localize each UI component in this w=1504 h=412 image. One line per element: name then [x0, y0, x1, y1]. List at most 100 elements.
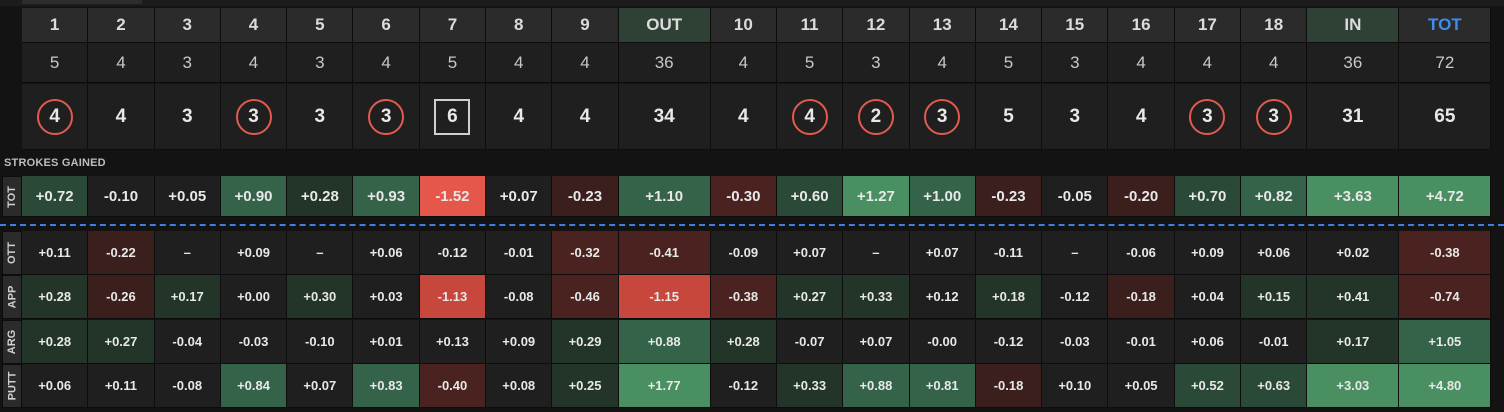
sg-value-cell: +0.10 — [1042, 364, 1109, 408]
sg-value-cell: -1.15 — [618, 275, 711, 319]
score-cell: 34 — [618, 84, 711, 150]
birdie-circle: 3 — [368, 98, 405, 135]
sg-value-cell: +0.88 — [843, 364, 910, 408]
sg-value-cell: -0.46 — [552, 275, 619, 319]
score-cell: 4 — [552, 84, 619, 150]
par-cell: 3 — [154, 43, 221, 83]
score-cell: 31 — [1307, 84, 1400, 150]
par-cell: 4 — [486, 43, 553, 83]
score-value: 4 — [115, 105, 127, 127]
par-cell: 3 — [1042, 43, 1109, 83]
strokes-gained-label: STROKES GAINED — [4, 157, 106, 169]
sg-row-label-arg: ARG — [2, 320, 22, 364]
score-cell: 3 — [154, 84, 221, 150]
sg-value-cell: +0.33 — [776, 364, 844, 408]
sg-value-cell: +0.02 — [1307, 231, 1400, 275]
sg-value-cell: +0.09 — [220, 231, 288, 275]
sg-row-label-text: APP — [6, 285, 18, 309]
hole-header-cell: 1 — [22, 8, 89, 43]
score-cell: 2 — [843, 84, 910, 150]
par-cell: 4 — [220, 43, 288, 83]
sg-row-label-tot: TOT — [2, 176, 22, 217]
sg-value-cell: -0.22 — [88, 231, 155, 275]
top-scroll-thumb[interactable] — [22, 0, 142, 4]
sg-value-cell: -0.74 — [1399, 275, 1492, 319]
sg-value-cell: +0.07 — [287, 364, 354, 408]
sg-value-cell: -0.03 — [1042, 320, 1109, 364]
score-cell: 4 — [776, 84, 844, 150]
sg-value-cell: +0.03 — [353, 275, 420, 319]
sg-value-cell: +0.28 — [710, 320, 777, 364]
sg-value-cell: -0.09 — [710, 231, 777, 275]
sg-value-cell: +0.28 — [22, 320, 89, 364]
sg-value-cell: +0.12 — [909, 275, 976, 319]
sg-value-cell: +0.13 — [419, 320, 487, 364]
score-value: 65 — [1434, 105, 1456, 127]
par-cell: 4 — [1108, 43, 1175, 83]
birdie-circle: 3 — [235, 98, 272, 135]
sg-value-cell: -0.07 — [776, 320, 844, 364]
sg-row-label-text: OTT — [6, 242, 18, 264]
sg-value-cell: -0.23 — [975, 176, 1043, 217]
score-cell: 65 — [1399, 84, 1492, 150]
sg-value-cell: – — [287, 231, 354, 275]
sg-value-cell: +3.63 — [1307, 176, 1400, 217]
sg-value-cell: -0.03 — [220, 320, 288, 364]
sg-row-tot: +0.72 -0.10 +0.05 +0.90 +0.28 +0.93 -1.52 +0.07… — [22, 176, 1492, 217]
sg-row-label-text: ARG — [6, 329, 19, 355]
sg-value-cell: +0.06 — [1174, 320, 1242, 364]
sg-value-cell: -0.06 — [1108, 231, 1175, 275]
score-cell: 5 — [975, 84, 1043, 150]
sg-value-cell: -0.08 — [154, 364, 221, 408]
sg-value-cell: +0.01 — [353, 320, 420, 364]
birdie-circle: 3 — [924, 98, 961, 135]
sg-value-cell: +0.04 — [1174, 275, 1242, 319]
score-cell: 3 — [287, 84, 354, 150]
sg-value-cell: -0.32 — [552, 231, 619, 275]
sg-row-label-putt: PUTT — [2, 364, 22, 408]
sg-value-cell: +0.29 — [552, 320, 619, 364]
sg-value-cell: -0.12 — [975, 320, 1043, 364]
sg-value-cell: +0.17 — [154, 275, 221, 319]
sg-value-cell: -0.18 — [975, 364, 1043, 408]
hole-header-cell: 12 — [843, 8, 910, 43]
hole-header-cell: 2 — [88, 8, 155, 43]
sg-value-cell: +0.60 — [776, 176, 844, 217]
sg-value-cell: +0.27 — [88, 320, 155, 364]
sg-value-cell: -0.26 — [88, 275, 155, 319]
score-cell: 4 — [486, 84, 553, 150]
sg-value-cell: +3.03 — [1307, 364, 1400, 408]
sg-value-cell: – — [1042, 231, 1109, 275]
hole-header-cell: 3 — [154, 8, 221, 43]
sg-value-cell: -0.12 — [710, 364, 777, 408]
par-cell: 36 — [1307, 43, 1400, 83]
par-cell: 5 — [975, 43, 1043, 83]
sg-value-cell: +0.15 — [1241, 275, 1308, 319]
sg-value-cell: – — [154, 231, 221, 275]
sg-value-cell: +0.18 — [975, 275, 1043, 319]
sg-row-label-ott: OTT — [2, 231, 22, 275]
hole-header-cell: 7 — [419, 8, 487, 43]
hole-header-cell: 5 — [287, 8, 354, 43]
par-cell: 72 — [1399, 43, 1492, 83]
sg-value-cell: -0.38 — [1399, 231, 1492, 275]
par-cell: 5 — [776, 43, 844, 83]
sg-value-cell: -0.00 — [909, 320, 976, 364]
score-cell: 3 — [1241, 84, 1308, 150]
sg-value-cell: -0.12 — [419, 231, 487, 275]
sg-value-cell: -0.01 — [1241, 320, 1308, 364]
par-cell: 5 — [22, 43, 89, 83]
sg-value-cell: +0.70 — [1174, 176, 1242, 217]
score-value: 4 — [579, 105, 591, 127]
sg-value-cell: -0.40 — [419, 364, 487, 408]
sg-value-cell: +0.07 — [776, 231, 844, 275]
sg-value-cell: +0.07 — [909, 231, 976, 275]
par-cell: 4 — [552, 43, 619, 83]
sg-value-cell: +0.33 — [843, 275, 910, 319]
hole-header-cell: 16 — [1108, 8, 1175, 43]
hole-header-cell: 17 — [1174, 8, 1242, 43]
sg-row-putt: +0.06 +0.11 -0.08 +0.84 +0.07 +0.83 -0.40 +0.08… — [22, 364, 1492, 408]
sg-value-cell: +0.82 — [1241, 176, 1308, 217]
sg-value-cell: -1.13 — [419, 275, 487, 319]
sg-row-label-text: TOT — [6, 185, 19, 208]
